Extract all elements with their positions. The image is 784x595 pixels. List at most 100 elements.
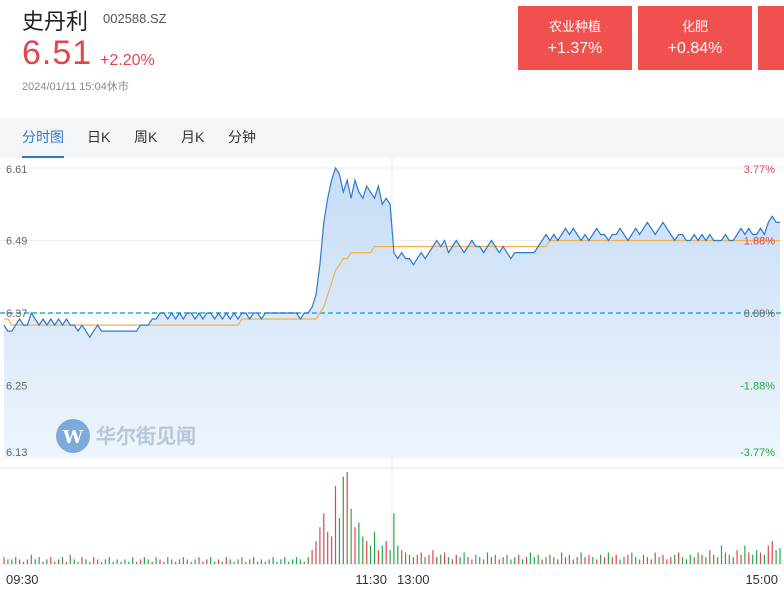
volume-bar: [416, 554, 418, 564]
percent-tick-label: 3.77%: [744, 164, 775, 176]
volume-bar: [331, 536, 333, 564]
volume-bar: [206, 559, 208, 564]
volume-bar: [245, 561, 247, 564]
y-tick-label: 6.37: [6, 308, 27, 320]
volume-bar: [412, 557, 414, 564]
volume-bar: [249, 559, 251, 564]
volume-bar: [490, 557, 492, 564]
y-tick-label: 6.25: [6, 381, 27, 393]
volume-bar: [561, 552, 563, 564]
sector-name: 化肥: [681, 19, 708, 34]
volume-bar: [171, 559, 173, 564]
tab-monthly-k[interactable]: 月K: [181, 129, 205, 145]
sector-change: +1.37%: [547, 40, 603, 57]
volume-bar: [432, 550, 434, 564]
volume-bar: [19, 559, 21, 564]
sector-card-fertilizer[interactable]: 化肥 +0.84%: [638, 6, 752, 70]
volume-bar: [385, 541, 387, 564]
volume-bar: [717, 557, 719, 564]
volume-bar: [763, 554, 765, 564]
chart-tabs: 分时图 日K 周K 月K 分钟: [0, 118, 784, 158]
sector-card-partial[interactable]: [758, 6, 784, 70]
volume-bar: [69, 554, 71, 564]
intraday-chart[interactable]: 6.61 6.49 6.37 6.25 6.13 3.77% 1.88% 0.00% -1.8…: [0, 158, 784, 595]
tab-daily-k[interactable]: 日K: [87, 129, 111, 145]
volume-bar: [221, 561, 223, 564]
volume-bar: [666, 559, 668, 564]
volume-bar: [568, 554, 570, 564]
volume-bar: [576, 557, 578, 564]
volume-bar: [553, 557, 555, 564]
sector-change: +0.84%: [667, 40, 723, 57]
volume-bar: [50, 557, 52, 564]
volume-bar: [639, 559, 641, 564]
volume-bar: [229, 559, 231, 564]
volume-bar: [124, 559, 126, 564]
volume-bar: [3, 557, 5, 564]
volume-bar: [611, 557, 613, 564]
volume-bar: [190, 561, 192, 564]
volume-bar: [510, 559, 512, 564]
volume-bar: [701, 554, 703, 564]
volume-bar: [525, 557, 528, 564]
volume-bar: [233, 561, 235, 564]
volume-bar: [447, 557, 450, 564]
volume-bar: [295, 557, 298, 564]
volume-bar: [260, 559, 262, 564]
volume-bar: [502, 557, 504, 564]
volume-bar: [564, 557, 567, 564]
volume-bar: [740, 554, 742, 564]
volume-bar: [346, 472, 348, 564]
volume-bar: [681, 557, 684, 564]
percent-tick-label: -1.88%: [740, 381, 775, 393]
volume-bar: [381, 545, 383, 564]
volume-bar: [163, 561, 165, 564]
tab-intraday[interactable]: 分时图: [22, 118, 64, 158]
time-tick-label: 13:00: [397, 572, 430, 587]
volume-bar: [756, 550, 758, 564]
sector-card-agriculture[interactable]: 农业种植 +1.37%: [518, 6, 632, 70]
time-tick-label: 09:30: [6, 572, 39, 587]
volume-bar: [471, 559, 473, 564]
volume-bar: [315, 541, 317, 564]
watermark: W 华尔街见闻: [56, 419, 196, 453]
volume-bar: [619, 559, 621, 564]
time-tick-label: 15:00: [745, 572, 778, 587]
volume-bar: [678, 552, 680, 564]
volume-bar: [405, 552, 407, 564]
volume-bar: [81, 557, 83, 564]
volume-bar: [30, 554, 32, 564]
volume-bar: [334, 485, 337, 564]
volume-bar: [366, 541, 368, 564]
volume-bar: [299, 559, 301, 564]
volume-bar: [108, 557, 110, 564]
volume-bar: [475, 554, 477, 564]
volume-bar: [280, 559, 282, 564]
percent-tick-label: 0.00%: [744, 308, 775, 320]
watermark-logo-icon: [56, 419, 90, 453]
volume-bar: [120, 561, 122, 564]
volume-bar: [136, 561, 138, 564]
volume-bar: [596, 559, 598, 564]
tab-minute[interactable]: 分钟: [228, 129, 256, 145]
volume-bar: [607, 552, 609, 564]
volume-bar: [276, 561, 278, 564]
volume-bar: [642, 554, 645, 564]
volume-bar: [592, 557, 594, 564]
volume-bar: [498, 559, 500, 564]
volume-bar: [631, 552, 633, 564]
volume-bar: [116, 559, 118, 564]
volume-bar: [533, 557, 535, 564]
volume-bar: [225, 557, 227, 564]
volume-bar: [541, 559, 543, 564]
volume-bar: [22, 561, 25, 564]
watermark-text: 华尔街见闻: [96, 424, 196, 448]
tab-weekly-k[interactable]: 周K: [134, 129, 158, 145]
volume-bar: [307, 557, 309, 564]
sector-name: 农业种植: [548, 19, 601, 34]
volume-bar: [65, 561, 67, 564]
volume-bar: [46, 559, 48, 564]
volume-bar: [724, 552, 726, 564]
volume-bar: [97, 559, 99, 564]
volume-bar: [697, 552, 699, 564]
